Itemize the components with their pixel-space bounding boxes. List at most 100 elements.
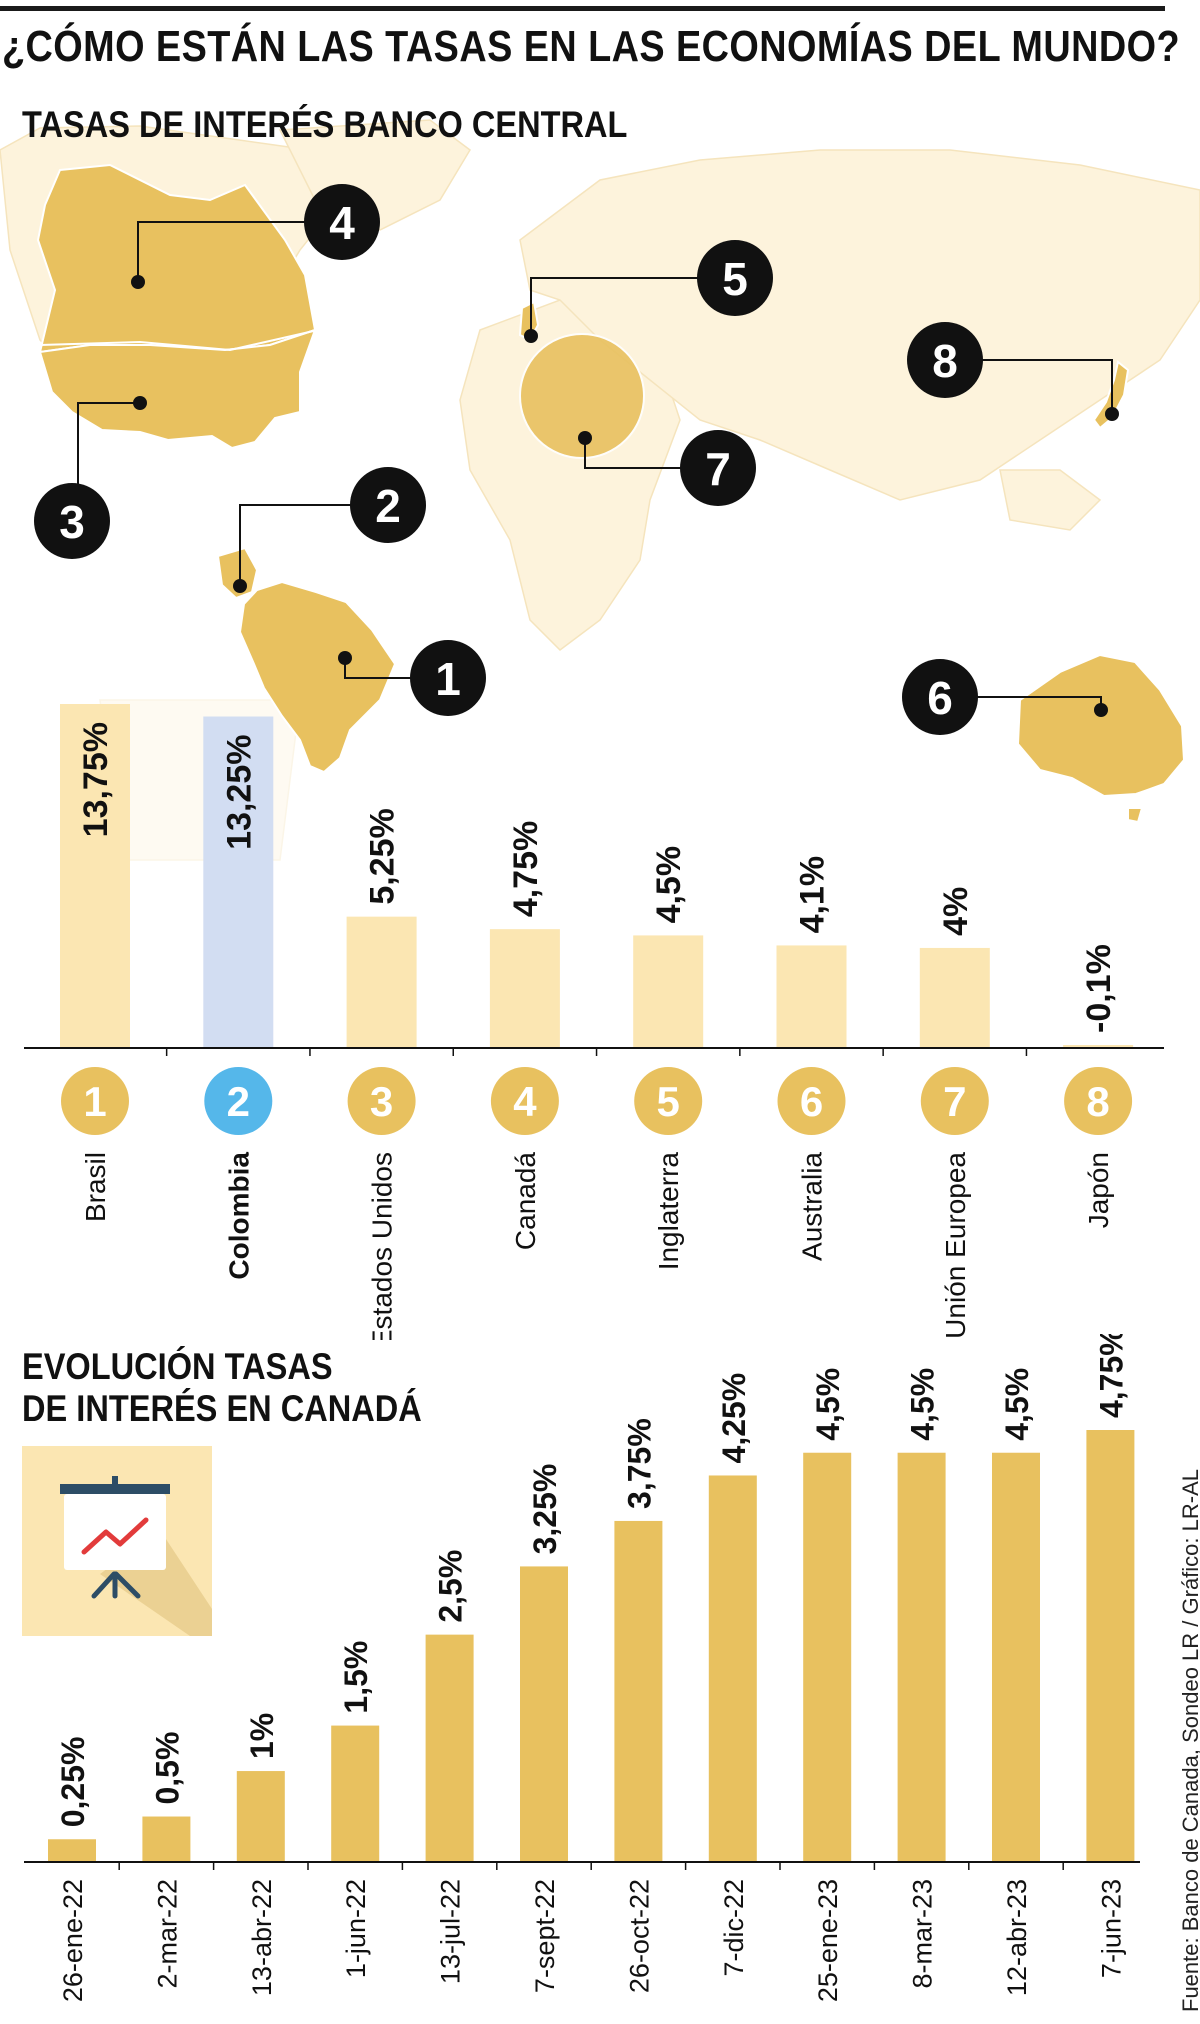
marker-leader-line xyxy=(239,504,388,586)
marker-dot xyxy=(1094,703,1108,717)
marker-dot xyxy=(131,275,145,289)
data-label-4: 4,5% xyxy=(650,846,688,924)
marker-number: 8 xyxy=(932,335,958,387)
bar-0 xyxy=(60,704,130,1048)
canada-bar-8 xyxy=(803,1452,852,1862)
data-label-0: 13,75% xyxy=(77,722,115,837)
bar-2 xyxy=(346,916,417,1048)
map-colombia xyxy=(216,546,259,600)
chart-central-bank-rates: 13,75% 1 Brasil 13,25% 2 Colombia 5,25% 3 Estado… xyxy=(24,704,1164,1340)
marker-number: 4 xyxy=(329,197,355,249)
canada-data-label-9: 4,5% xyxy=(905,1368,941,1441)
rank-badge-1 xyxy=(204,1067,273,1135)
rank-badge-number-3: 4 xyxy=(513,1078,537,1125)
canada-category-label-2: 13-abr-22 xyxy=(247,1879,277,1996)
page-title: ¿CÓMO ESTÁN LAS TASAS EN LAS ECONOMÍAS D… xyxy=(2,22,1181,71)
presentation-chart-icon xyxy=(22,1446,212,1636)
map-marker-3: 3 xyxy=(34,396,147,559)
canada-data-label-11: 4,75% xyxy=(1093,1334,1129,1418)
map-tasmania xyxy=(1127,807,1144,824)
rank-badge-3 xyxy=(490,1067,559,1135)
canada-bar-1 xyxy=(142,1816,191,1862)
map-usa xyxy=(38,328,317,450)
canada-category-label-11: 7-jun-23 xyxy=(1096,1879,1126,1978)
canada-data-label-6: 3,75% xyxy=(621,1418,657,1509)
marker-leader-line xyxy=(945,359,1113,414)
chart-title-central-bank: TASAS DE INTERÉS BANCO CENTRAL xyxy=(22,104,628,145)
marker-circle xyxy=(304,184,380,260)
rank-badge-5 xyxy=(777,1067,846,1135)
canada-bar-2 xyxy=(236,1771,285,1862)
marker-dot xyxy=(1105,407,1119,421)
canada-category-label-5: 7-sept-22 xyxy=(530,1879,560,1993)
data-label-5: 4,1% xyxy=(794,856,832,934)
canada-bar-10 xyxy=(992,1452,1040,1862)
marker-circle xyxy=(350,467,426,543)
chart-title-canada-line1: EVOLUCIÓN TASAS xyxy=(22,1346,333,1387)
map-marker-8: 8 xyxy=(907,322,1119,421)
data-label-6: 4% xyxy=(937,887,975,936)
chart-title-canada: EVOLUCIÓN TASAS DE INTERÉS EN CANADÁ xyxy=(22,1346,422,1430)
marker-leader-line xyxy=(584,438,718,469)
rank-badge-number-6: 7 xyxy=(943,1078,966,1125)
marker-dot xyxy=(133,396,147,410)
canada-category-label-4: 13-jul-22 xyxy=(436,1879,466,1984)
marker-dot xyxy=(524,329,538,343)
category-label-4: Inglaterra xyxy=(653,1152,684,1271)
map-marker-layer: 1 2 3 4 5 6 7 8 xyxy=(34,184,1119,735)
marker-number: 3 xyxy=(59,496,85,548)
canada-rates-figure: 0,25% 26-ene-22 0,5% 2-mar-22 1% 13-abr-22 1,5… xyxy=(22,1334,1140,2002)
marker-number: 7 xyxy=(705,443,731,495)
rank-badge-number-5: 6 xyxy=(800,1078,823,1125)
marker-circle xyxy=(410,640,486,716)
marker-circle xyxy=(34,483,110,559)
data-label-2: 5,25% xyxy=(364,808,402,904)
world-map-icon xyxy=(0,119,1200,861)
rank-badge-6 xyxy=(920,1067,989,1135)
rank-badge-2 xyxy=(347,1067,416,1135)
canada-data-label-5: 3,25% xyxy=(527,1464,563,1555)
canada-category-label-8: 25-ene-23 xyxy=(813,1879,843,2002)
rank-badge-4 xyxy=(634,1067,703,1135)
canada-bar-11 xyxy=(1086,1430,1135,1862)
rank-badge-number-2: 3 xyxy=(370,1078,393,1125)
bar-7 xyxy=(1063,1045,1134,1048)
bar-1 xyxy=(203,716,274,1048)
canada-data-label-1: 0,5% xyxy=(149,1732,185,1805)
map-marker-1: 1 xyxy=(338,640,486,716)
chart-canada-rates: 0,25% 26-ene-22 0,5% 2-mar-22 1% 13-abr-22 1,5… xyxy=(24,1334,1140,2002)
category-label-2: Estados Unidos xyxy=(367,1152,398,1340)
canada-bar-0 xyxy=(48,1839,96,1862)
rank-badge-0 xyxy=(61,1067,129,1135)
marker-dot xyxy=(233,579,247,593)
map-australia xyxy=(1016,653,1186,798)
canada-data-label-8: 4,5% xyxy=(810,1368,846,1441)
rank-badge-number-4: 5 xyxy=(657,1078,680,1125)
marker-dot xyxy=(338,651,352,665)
canada-data-label-7: 4,25% xyxy=(716,1373,752,1464)
canada-bar-5 xyxy=(520,1566,568,1862)
marker-leader-line xyxy=(77,402,140,521)
marker-circle xyxy=(902,659,978,735)
canada-category-label-1: 2-mar-22 xyxy=(152,1879,182,1989)
category-label-0: Brasil xyxy=(80,1152,111,1222)
bar-6 xyxy=(919,947,990,1048)
canada-bar-6 xyxy=(614,1520,663,1862)
bar-3 xyxy=(489,929,560,1048)
canada-data-label-4: 2,5% xyxy=(433,1550,469,1623)
canada-category-label-7: 7-dic-22 xyxy=(719,1879,749,1977)
canada-data-label-2: 1% xyxy=(244,1713,280,1759)
bar-4 xyxy=(633,935,704,1048)
category-label-6: Unión Europea xyxy=(940,1152,971,1339)
canada-bar-9 xyxy=(897,1452,946,1862)
canada-category-label-6: 26-oct-22 xyxy=(624,1879,654,1993)
source-note: Fuente: Banco de Canada, Sondeo LR / Grá… xyxy=(1178,1469,1200,2012)
category-label-3: Canadá xyxy=(510,1152,541,1251)
marker-leader-line xyxy=(530,277,735,336)
map-marker-2: 2 xyxy=(233,467,426,593)
canada-category-label-3: 1-jun-22 xyxy=(341,1879,371,1978)
canada-bar-4 xyxy=(425,1634,474,1862)
map-marker-4: 4 xyxy=(131,184,380,289)
canada-category-label-0: 26-ene-22 xyxy=(58,1879,88,2002)
canada-bar-3 xyxy=(331,1725,380,1862)
